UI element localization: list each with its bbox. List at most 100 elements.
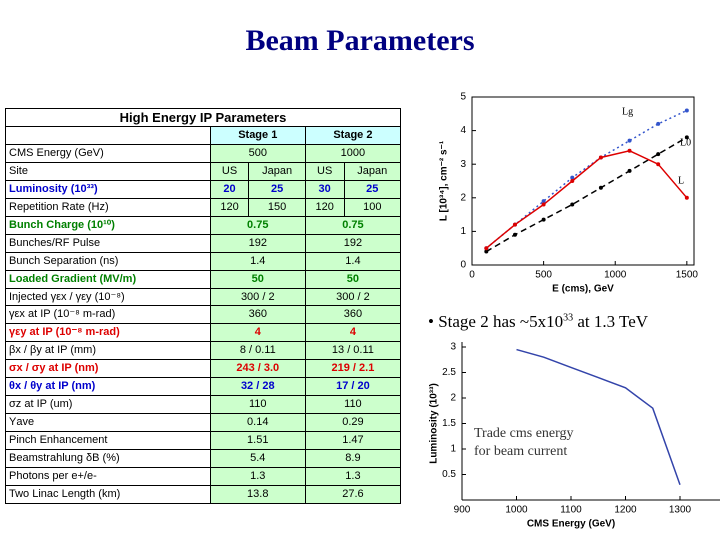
row-label: Photons per e+/e- [5,467,211,487]
row-value: 243 / 3.0 [209,359,306,379]
table-row: Bunch Separation (ns) 1.4 1.4 [5,251,402,271]
table-row: σz at IP (um) 110 110 [5,395,402,415]
row-value: 30 [304,179,345,199]
row-value: 13 / 0.11 [304,341,402,361]
x-axis-label: E (cms), GeV [552,284,614,295]
row-value: Japan [248,161,306,181]
row-value: 1.47 [304,431,402,451]
point [598,185,603,190]
point [656,162,661,167]
point [484,249,489,254]
series-line [485,109,688,249]
x-tick-label: 1300 [669,505,692,516]
point [627,168,632,173]
table-row: Photons per e+/e- 1.3 1.3 [5,467,402,487]
table-row: Luminosity (10³³) 20 25 30 25 [5,179,402,199]
row-value: 500 [209,143,306,163]
row-value: 20 [209,179,250,199]
note-line: for beam current [474,444,568,459]
row-value: 50 [304,269,402,289]
row-label: Bunch Charge (10¹⁰) [5,215,211,235]
x-tick-label: 500 [535,270,552,281]
table-cell [5,125,211,145]
y-tick-label: 3 [450,342,456,353]
row-value: US [209,161,250,181]
row-value: 120 [304,197,345,217]
row-value: 100 [343,197,402,217]
x-axis-label: CMS Energy (GeV) [527,519,615,530]
row-value: 8.9 [304,449,402,469]
row-label: CMS Energy (GeV) [5,143,211,163]
row-value: 192 [209,233,306,253]
x-tick-label: 1100 [560,505,582,516]
series-line [516,348,681,485]
row-label: Site [5,161,211,181]
point [656,121,661,126]
point [656,152,661,157]
point [570,179,575,183]
row-value: 25 [343,179,402,199]
point [684,135,689,140]
y-tick-label: 3 [460,159,466,170]
row-value: 4 [209,323,306,343]
row-value: 1.3 [304,467,402,487]
x-tick-label: 1500 [676,270,699,281]
row-label: Repetition Rate (Hz) [5,197,211,217]
table-row: Site US Japan US Japan [5,161,402,181]
row-value: 360 [209,305,306,325]
row-value: 0.75 [304,215,402,235]
row-label: Pinch Enhancement [5,431,211,451]
table-row: γεy at IP (10⁻⁸ m-rad) 4 4 [5,323,402,343]
row-label: Injected γεx / γεy (10⁻⁸) [5,287,211,307]
row-value: 8 / 0.11 [209,341,306,361]
y-tick-label: 1 [450,444,456,455]
x-tick-label: 0 [469,270,475,281]
table-row: Injected γεx / γεy (10⁻⁸) 300 / 2 300 / 2 [5,287,402,307]
bullet-text: Stage 2 has ~5x10 [438,312,564,331]
y-axis-label: Luminosity (10³³) [429,383,440,464]
table-row: Beamstrahlung δB (%) 5.4 8.9 [5,449,402,469]
row-label: βx / βy at IP (mm) [5,341,211,361]
x-tick-label: 1000 [604,270,627,281]
row-label: σz at IP (um) [5,395,211,415]
y-tick-label: 2.5 [442,367,456,378]
row-value: 300 / 2 [304,287,402,307]
row-label: γεx at IP (10⁻⁸ m-rad) [5,305,211,325]
series-label: Lg [622,106,633,117]
y-tick-label: 1.5 [442,418,456,429]
row-label: Bunches/RF Pulse [5,233,211,253]
row-value: 1000 [304,143,402,163]
series-label: L0 [680,137,691,148]
series-line [485,149,688,249]
point [684,108,689,113]
point [598,155,603,160]
note: Trade cms energy for beam current [474,425,574,461]
y-tick-label: 1 [460,226,466,237]
row-label: Loaded Gradient (MV/m) [5,269,211,289]
row-value: 0.14 [209,413,306,433]
point [541,199,546,204]
table-row: Bunches/RF Pulse 192 192 [5,233,402,253]
row-label: Bunch Separation (ns) [5,251,211,271]
bullet: • Stage 2 has ~5x1033 at 1.3 TeV [428,312,649,331]
row-label: θx / θy at IP (nm) [5,377,211,397]
point [541,202,546,207]
table-row: βx / βy at IP (mm) 8 / 0.11 13 / 0.11 [5,341,402,361]
row-label: Two Linac Length (km) [5,485,211,504]
point [541,217,546,222]
table-row: θx / θy at IP (nm) 32 / 28 17 / 20 [5,377,402,397]
table-row: Loaded Gradient (MV/m) 50 50 [5,269,402,289]
series-line [485,136,688,253]
series-label: L [678,175,684,186]
row-value: 32 / 28 [209,377,306,397]
row-value: 5.4 [209,449,306,469]
row-label: Beamstrahlung δB (%) [5,449,211,469]
y-tick-label: 5 [460,92,466,103]
row-value: 110 [209,395,306,415]
row-value: Japan [343,161,402,181]
table-row: Pinch Enhancement 1.51 1.47 [5,431,402,451]
row-value: 50 [209,269,306,289]
point [484,246,489,251]
